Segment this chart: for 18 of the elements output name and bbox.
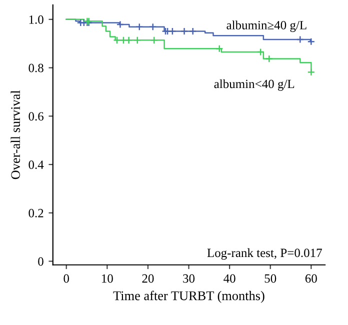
y-tick-label: 0 bbox=[38, 257, 44, 266]
y-tick-label: 0.6 bbox=[28, 112, 44, 121]
annotation: Log-rank test, P=0.017 bbox=[207, 248, 322, 260]
y-tick-label: 0.4 bbox=[28, 160, 44, 170]
series-label: albumin≥40 g/L bbox=[226, 20, 306, 32]
x-tick-label: 10 bbox=[102, 274, 113, 283]
x-tick-label: 40 bbox=[224, 274, 236, 283]
y-tick-label: 0.8 bbox=[28, 64, 44, 72]
x-tick-label: 60 bbox=[305, 274, 317, 283]
series-label: albumin<40 g/L bbox=[214, 79, 294, 91]
y-tick-label: 1.0 bbox=[29, 15, 44, 24]
x-axis-title: Time after TURBT (months) bbox=[113, 290, 264, 303]
x-tick-label: 20 bbox=[142, 274, 154, 283]
x-tick-label: 50 bbox=[264, 274, 276, 283]
y-tick-label: 0.2 bbox=[28, 208, 44, 218]
x-tick-label: 0 bbox=[64, 274, 70, 283]
y-axis-title: Over-all survival bbox=[10, 90, 20, 180]
x-tick-label: 30 bbox=[183, 274, 195, 283]
